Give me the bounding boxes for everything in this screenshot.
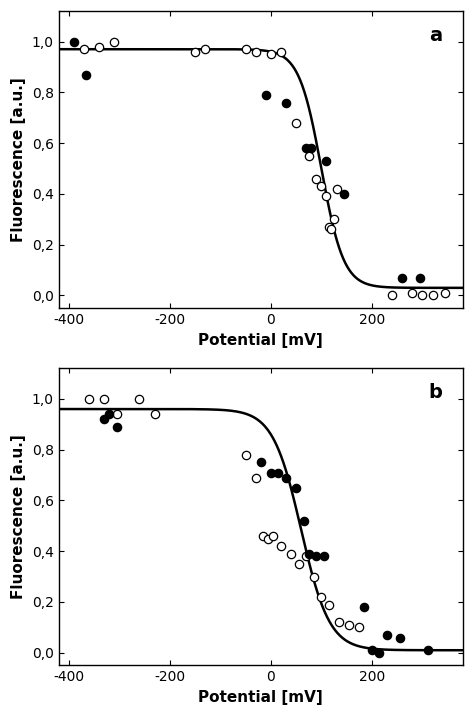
Point [151,408,158,420]
Point [396,632,403,643]
Point [333,183,340,195]
Point [376,647,383,659]
Point [95,41,103,52]
Point [340,188,348,200]
Point [300,515,308,526]
Text: a: a [429,26,443,45]
Point [318,591,325,603]
Point [302,551,310,562]
Point [409,287,416,299]
Point [305,548,312,559]
Point [320,551,328,562]
Point [441,287,449,299]
Point [361,601,368,613]
Point [416,272,424,284]
Point [262,90,270,101]
Point [257,457,264,468]
Point [201,44,209,55]
Point [330,213,338,225]
Point [270,531,277,542]
Point [305,150,312,162]
Point [368,644,376,656]
Point [323,155,330,167]
Point [388,290,396,301]
Point [308,142,315,154]
Point [312,173,320,185]
Point [302,142,310,154]
Point [318,180,325,192]
Point [325,221,333,233]
Point [429,290,437,301]
Point [277,541,285,552]
Point [267,49,274,60]
Point [70,36,77,47]
Point [136,393,143,405]
Point [325,599,333,610]
Point [252,472,259,483]
Point [100,393,108,405]
Point [80,44,88,55]
Point [105,408,113,420]
Point [110,36,118,47]
Point [274,467,282,478]
Point [252,46,259,57]
Point [264,533,272,544]
Point [100,413,108,425]
Point [328,223,335,235]
Point [267,467,274,478]
Point [85,393,92,405]
Point [82,69,90,80]
X-axis label: Potential [mV]: Potential [mV] [198,690,323,705]
Point [383,629,391,641]
Point [335,616,343,628]
Point [399,272,406,284]
Point [191,46,199,57]
Point [346,619,353,631]
Point [282,97,290,108]
Text: b: b [429,383,443,402]
Point [259,531,267,542]
Point [356,621,363,633]
Y-axis label: Fluorescence [a.u.]: Fluorescence [a.u.] [11,77,26,242]
X-axis label: Potential [mV]: Potential [mV] [198,333,323,347]
Point [277,46,285,57]
Point [323,190,330,202]
Point [113,421,120,432]
Point [310,571,318,582]
Point [295,558,302,570]
Point [312,551,320,562]
Point [242,44,249,55]
Point [287,548,295,559]
Point [292,482,300,493]
Point [419,290,426,301]
Point [113,408,120,420]
Point [242,449,249,460]
Point [292,117,300,129]
Y-axis label: Fluorescence [a.u.]: Fluorescence [a.u.] [11,435,26,599]
Point [424,644,431,656]
Point [282,472,290,483]
